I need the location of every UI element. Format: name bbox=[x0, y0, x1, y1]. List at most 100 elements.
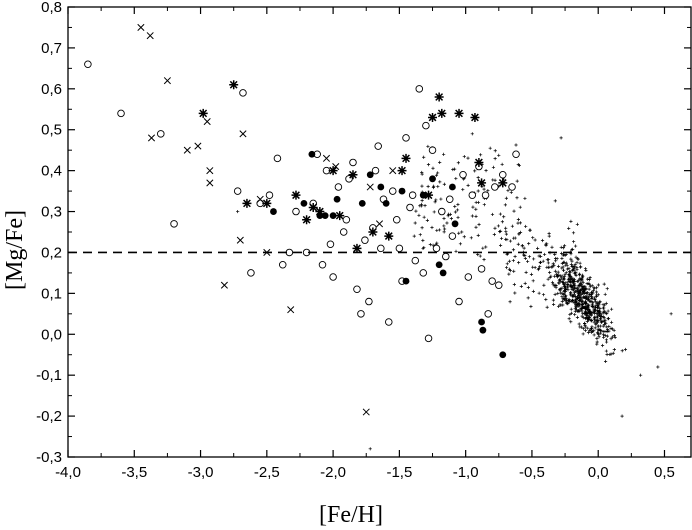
data-point-asterisk bbox=[384, 231, 394, 241]
data-point-plus bbox=[620, 349, 624, 353]
data-point-plus bbox=[550, 264, 554, 268]
data-point-plus bbox=[537, 291, 541, 295]
data-point-open-circle bbox=[395, 244, 404, 253]
data-point-open-circle bbox=[491, 183, 499, 191]
y-tick-label: -0,2 bbox=[36, 408, 62, 425]
data-point-plus bbox=[559, 136, 563, 140]
data-point-asterisk bbox=[315, 207, 325, 217]
data-point-plus bbox=[453, 167, 457, 171]
data-point-plus bbox=[474, 214, 478, 218]
data-point-plus bbox=[567, 226, 571, 230]
data-point-plus bbox=[553, 252, 557, 256]
data-point-plus bbox=[426, 184, 430, 189]
data-point-plus bbox=[556, 270, 560, 274]
data-point-open-circle bbox=[334, 183, 343, 191]
data-point-plus bbox=[497, 153, 501, 157]
data-point-plus bbox=[564, 285, 568, 289]
data-point-plus bbox=[516, 221, 520, 225]
data-point-plus bbox=[563, 272, 567, 276]
data-point-open-circle bbox=[342, 215, 351, 224]
data-point-plus bbox=[566, 280, 570, 284]
data-point-plus bbox=[420, 226, 424, 230]
data-point-plus bbox=[603, 329, 607, 334]
data-point-plus bbox=[571, 247, 575, 251]
data-point-asterisk bbox=[352, 243, 362, 253]
data-point-plus bbox=[516, 242, 520, 246]
data-point-plus bbox=[609, 320, 614, 324]
data-point-plus bbox=[603, 303, 607, 307]
data-point-plus bbox=[539, 254, 543, 258]
data-point-plus bbox=[526, 285, 530, 290]
data-point-cross bbox=[147, 134, 156, 142]
data-point-plus bbox=[601, 315, 605, 319]
data-point-plus bbox=[578, 297, 583, 301]
data-point-plus bbox=[597, 335, 601, 339]
data-point-plus bbox=[551, 262, 555, 266]
data-point-plus bbox=[612, 348, 616, 352]
data-point-plus bbox=[585, 319, 589, 324]
data-point-plus bbox=[519, 284, 523, 288]
data-point-plus bbox=[420, 172, 424, 176]
data-point-plus bbox=[583, 267, 588, 271]
data-point-plus bbox=[435, 228, 439, 233]
data-point-plus bbox=[476, 189, 480, 193]
data-point-plus bbox=[567, 297, 571, 302]
data-point-plus bbox=[476, 233, 480, 237]
data-point-open-circle bbox=[357, 310, 365, 318]
data-point-plus bbox=[437, 228, 442, 232]
data-point-plus bbox=[609, 352, 613, 356]
data-point-plus bbox=[596, 310, 600, 314]
data-point-plus bbox=[578, 281, 583, 285]
data-point-plus bbox=[569, 307, 573, 311]
data-point-plus bbox=[508, 239, 513, 243]
data-point-plus bbox=[561, 297, 565, 301]
data-point-plus bbox=[516, 217, 520, 222]
data-point-open-circle bbox=[389, 187, 397, 195]
data-point-plus bbox=[581, 316, 585, 320]
data-point-plus bbox=[507, 272, 511, 276]
data-point-plus bbox=[609, 337, 613, 341]
data-point-open-circle bbox=[495, 281, 503, 289]
data-point-plus bbox=[604, 301, 608, 305]
data-point-plus bbox=[595, 316, 599, 320]
data-point-open-circle bbox=[464, 273, 473, 281]
data-point-plus bbox=[491, 165, 496, 169]
data-point-plus bbox=[596, 305, 600, 309]
y-axis: -0,3 -0,2 -0,1 0,0 0,1 0,2 0,3 0,4 0,5 0,6 0,7 0,8 bbox=[36, 0, 691, 466]
data-point-plus bbox=[589, 313, 593, 318]
data-point-plus bbox=[586, 331, 591, 335]
y-axis-title: [Mg/Fe] bbox=[2, 210, 28, 290]
data-point-asterisk bbox=[348, 170, 358, 180]
data-point-filled-circle bbox=[270, 208, 277, 215]
data-point-plus bbox=[611, 351, 615, 355]
data-point-plus bbox=[513, 236, 517, 240]
data-point-plus bbox=[569, 276, 573, 280]
data-point-plus bbox=[548, 275, 552, 280]
data-point-open-circle bbox=[353, 285, 361, 294]
data-point-plus bbox=[587, 281, 591, 285]
filled-circle-markers-layer bbox=[270, 150, 507, 359]
data-point-filled-circle bbox=[435, 261, 443, 269]
data-point-plus bbox=[562, 283, 566, 287]
data-point-filled-circle bbox=[419, 191, 427, 199]
data-point-plus bbox=[558, 277, 562, 282]
data-point-plus bbox=[421, 238, 425, 243]
y-tick-label: 0,5 bbox=[41, 122, 62, 139]
data-point-plus bbox=[603, 292, 607, 296]
data-point-plus bbox=[568, 270, 572, 274]
data-point-plus bbox=[368, 447, 372, 451]
data-point-plus bbox=[590, 284, 594, 288]
data-point-filled-circle bbox=[398, 187, 406, 195]
data-point-plus bbox=[595, 336, 599, 341]
data-point-cross bbox=[146, 32, 154, 40]
data-point-open-circle bbox=[488, 277, 496, 285]
data-point-plus bbox=[514, 143, 518, 147]
data-point-plus bbox=[603, 333, 607, 338]
data-point-plus bbox=[528, 228, 532, 232]
data-point-plus bbox=[574, 273, 578, 278]
data-point-open-circle bbox=[415, 85, 424, 93]
data-point-plus bbox=[583, 324, 587, 328]
data-point-plus bbox=[573, 294, 577, 299]
data-point-plus bbox=[596, 314, 600, 318]
